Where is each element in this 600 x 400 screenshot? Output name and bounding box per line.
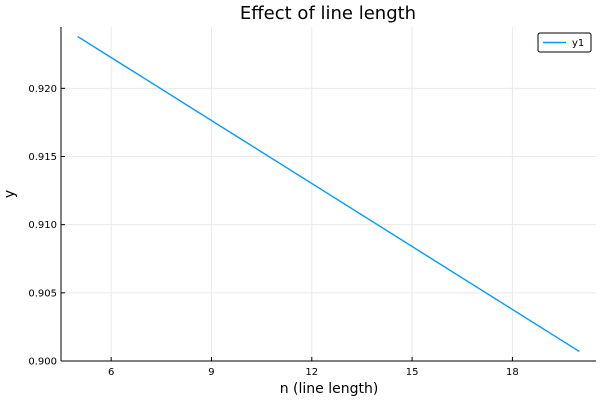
x-tick-label: 12 bbox=[305, 367, 318, 378]
x-axis-label: n (line length) bbox=[280, 381, 379, 397]
x-tick-label: 15 bbox=[406, 367, 419, 378]
y-tick-label: 0.915 bbox=[28, 152, 57, 163]
chart-title: Effect of line length bbox=[240, 3, 416, 24]
y-tick-label: 0.910 bbox=[28, 220, 57, 231]
legend-series-label: y1 bbox=[572, 38, 584, 49]
series-line-y1 bbox=[77, 35, 580, 353]
x-tick-label: 6 bbox=[108, 367, 114, 378]
y-tick-label: 0.905 bbox=[28, 288, 57, 299]
y-tick-label: 0.920 bbox=[28, 84, 57, 95]
axes bbox=[60, 27, 596, 362]
x-tick-label: 18 bbox=[506, 367, 519, 378]
series-layer bbox=[77, 35, 580, 353]
y-tick-label: 0.900 bbox=[28, 357, 57, 368]
y-axis-label: y bbox=[2, 190, 18, 198]
x-tick-label: 9 bbox=[208, 367, 214, 378]
tick-labels: 6 9 12 15 18 0.900 0.905 0.910 0.915 0.920 bbox=[28, 84, 518, 378]
legend: y1 bbox=[537, 32, 592, 53]
